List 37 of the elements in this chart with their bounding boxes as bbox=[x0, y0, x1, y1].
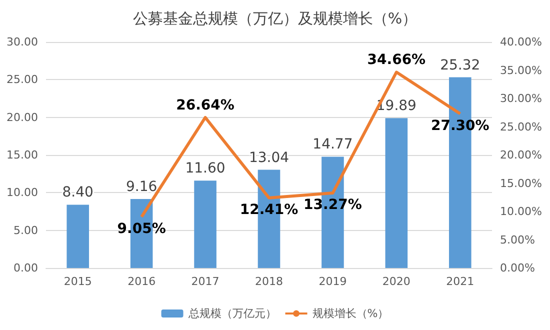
y-tick-label: 25.00 bbox=[6, 73, 38, 86]
y2-tick-label: 0.00% bbox=[500, 262, 535, 274]
x-tick-label: 2016 bbox=[128, 275, 156, 288]
data-label: 13.04 bbox=[248, 150, 290, 166]
y-tick-label: 15.00 bbox=[6, 148, 38, 162]
data-label: 25.32 bbox=[440, 57, 480, 74]
y2-tick-label: 35.00% bbox=[500, 64, 542, 77]
data-label: 14.77 bbox=[312, 136, 353, 153]
data-label: 9.16 bbox=[126, 178, 158, 195]
y2-tick-label: 30.00% bbox=[500, 92, 542, 105]
legend-label: 总规模（万亿元） bbox=[187, 307, 276, 320]
y-tick-label: 0.00 bbox=[14, 262, 38, 274]
x-tick-label: 2017 bbox=[191, 275, 220, 288]
x-tick-label: 2018 bbox=[255, 275, 283, 288]
y-tick-label: 5.00 bbox=[14, 224, 38, 237]
data-label: 34.66% bbox=[367, 52, 426, 68]
y2-tick-label: 20.00% bbox=[500, 148, 542, 162]
y2-tick-label: 25.00% bbox=[500, 120, 542, 134]
y2-tick-label: 5.00% bbox=[500, 233, 535, 246]
x-tick-label: 2015 bbox=[64, 275, 92, 288]
y2-tick-label: 10.00% bbox=[500, 205, 542, 218]
bar bbox=[66, 204, 90, 268]
x-tick-label: 2020 bbox=[382, 275, 410, 288]
y-tick-label: 10.00 bbox=[6, 186, 38, 200]
data-label: 11.60 bbox=[185, 160, 226, 177]
y-tick-label: 20.00 bbox=[6, 110, 38, 124]
data-label: 8.40 bbox=[62, 184, 94, 201]
chart-title: 公募基金总规模（万亿）及规模增长（%） bbox=[132, 10, 418, 28]
y2-tick-label: 15.00% bbox=[500, 176, 542, 190]
x-tick-label: 2019 bbox=[318, 275, 347, 288]
legend-label: 规模增长（%） bbox=[312, 307, 389, 320]
data-label: 26.64% bbox=[176, 97, 234, 114]
bar bbox=[385, 118, 408, 268]
x-tick-label: 2021 bbox=[446, 275, 474, 288]
y2-tick-label: 40.00% bbox=[500, 36, 542, 48]
y-tick-label: 30.00 bbox=[6, 36, 38, 48]
bar bbox=[194, 180, 216, 268]
